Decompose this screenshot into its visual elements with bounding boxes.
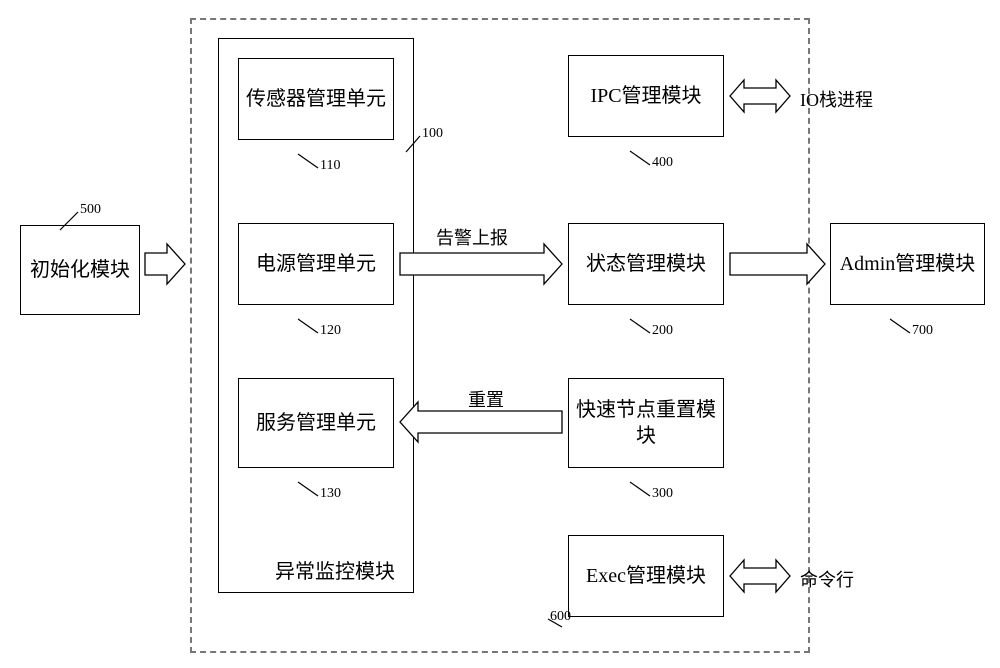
ref-120: 120: [320, 323, 341, 339]
ref-100: 100: [422, 126, 443, 142]
ref-600: 600: [550, 609, 571, 625]
ref-500: 500: [80, 202, 101, 218]
ref-300: 300: [652, 486, 673, 502]
ref-110: 110: [320, 158, 340, 174]
ref-130: 130: [320, 486, 341, 502]
ref-700: 700: [912, 323, 933, 339]
reset-arrow-label: 重置: [468, 386, 504, 412]
alarm-arrow-label: 告警上报: [436, 224, 508, 250]
diagram-canvas: 初始化模块 传感器管理单元 电源管理单元 服务管理单元 IPC管理模块 状态管理…: [0, 0, 1000, 668]
ref-200: 200: [652, 323, 673, 339]
io-stack-label: IO栈进程: [800, 86, 873, 112]
ref-400: 400: [652, 155, 673, 171]
cmdline-label: 命令行: [800, 566, 854, 592]
